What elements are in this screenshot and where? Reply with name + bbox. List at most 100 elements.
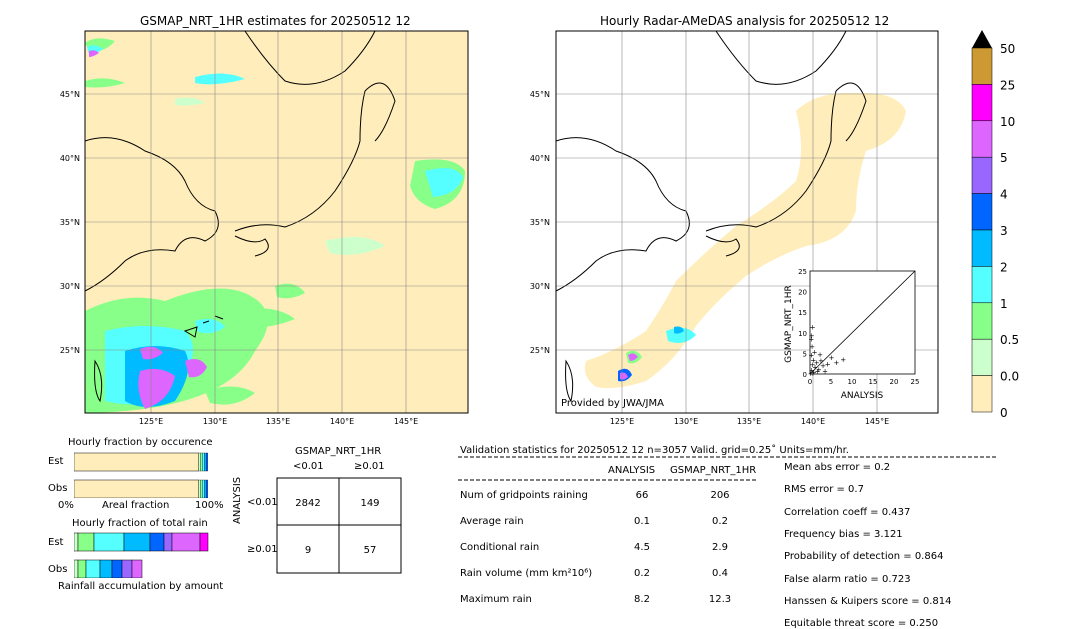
one-to-one-line (809, 270, 916, 375)
fraction-total-row-label: Est (48, 537, 64, 548)
right-rain-patch (666, 327, 696, 343)
right-lat-label: 25°N (530, 346, 550, 355)
colorbar-segment (971, 302, 993, 340)
occurrence-bar-no-rain (74, 479, 199, 498)
scatter-point: + (810, 370, 816, 378)
occurrence-bar-segment (205, 452, 208, 472)
left-lat-label: 25°N (60, 346, 80, 355)
analysis-domain (584, 92, 906, 389)
left-lat-label: 45°N (60, 90, 80, 99)
scatter-xtick: 15 (869, 378, 878, 386)
left-lat-label: 30°N (60, 282, 80, 291)
validation-row-label: Maximum rain (460, 594, 532, 605)
scatter-point: + (840, 356, 846, 364)
scatter-point: + (816, 366, 822, 374)
validation-score: False alarm ratio = 0.723 (784, 573, 911, 585)
contingency-row-label: ≥0.01 (247, 544, 278, 555)
scatter-point: + (808, 336, 814, 344)
fraction-total-bars (74, 532, 209, 578)
inset-scatter: +++++++++++++++++ +++++++ 00 5 5 10 10 15 15 20 2… (784, 268, 919, 401)
occurrence-bar-no-rain (74, 452, 199, 472)
validation-gsmap-value: 2.9 (712, 542, 728, 553)
fraction-total-title: Hourly fraction of total rain (72, 518, 208, 529)
scatter-ytick: 15 (798, 309, 807, 317)
occurrence-bar-segment (200, 452, 203, 472)
scatter-xtick: 20 (890, 378, 899, 386)
right-map-title: Hourly Radar-AMeDAS analysis for 2025051… (600, 14, 890, 28)
scatter-point: + (810, 357, 816, 365)
fraction-xlabel-left: 0% (58, 500, 74, 511)
scatter-point: + (812, 364, 818, 372)
scatter-point: + (817, 351, 823, 359)
colorbar-label: 5 (1000, 151, 1008, 165)
scatter-xlabel: ANALYSIS (841, 391, 884, 401)
colorbar-label: 3 (1000, 224, 1008, 238)
right-lat-label: 30°N (530, 282, 550, 291)
occurrence-bar-segment (202, 452, 205, 472)
colorbar-label: 10 (1000, 115, 1015, 129)
left-map: 45°N 40°N 35°N 30°N 25°N 125°E 130°E 135… (60, 30, 469, 426)
colorbar-label: 4 (1000, 188, 1008, 202)
scatter-point: + (820, 362, 826, 370)
validation-row-label: Average rain (460, 516, 524, 527)
validation-analysis-value: 4.5 (634, 542, 650, 553)
colorbar-label: 0.5 (1000, 333, 1019, 347)
contingency-row-label: <0.01 (247, 497, 278, 508)
scatter-point: + (818, 357, 824, 365)
scatter-point: + (811, 369, 817, 377)
fraction-total-xlabel: Rainfall accumulation by amount (58, 581, 224, 592)
validation-analysis-value: 0.1 (634, 516, 650, 527)
right-rain-patch (674, 326, 684, 334)
colorbar-segment (971, 193, 993, 231)
scatter-ytick: 20 (798, 289, 807, 297)
fraction-xlabel-right: 100% (195, 500, 224, 511)
validation-score: Mean abs error = 0.2 (784, 462, 891, 473)
contingency-table: 2842 149 9 57 (276, 477, 402, 574)
scatter-point: + (808, 370, 814, 378)
fraction-total-row-label: Obs (48, 564, 68, 575)
validation-score: Probability of detection = 0.864 (784, 551, 944, 563)
contingency-col-label: <0.01 (293, 461, 324, 472)
validation-col-analysis: ANALYSIS (608, 465, 656, 476)
left-lat-label: 40°N (60, 154, 80, 163)
scatter-ytick: 10 (798, 330, 807, 338)
left-rain-patch (89, 50, 99, 57)
scatter-ytick: 0 (803, 371, 807, 379)
colorbar-label: 25 (1000, 78, 1015, 92)
left-rain-patch (195, 73, 245, 85)
colorbar-segment (971, 338, 993, 376)
scatter-point: + (828, 354, 834, 362)
left-rain-patch (325, 237, 385, 255)
colorbar-label: 2 (1000, 260, 1008, 274)
scatter-point: + (814, 359, 820, 367)
contingency-row-title: ANALYSIS (232, 476, 243, 524)
left-rain-patch (175, 97, 205, 106)
occurrence-bar-segment (204, 479, 207, 498)
colorbar-segment (971, 84, 993, 122)
occurrence-bar-segment (205, 479, 208, 498)
validation-analysis-value: 8.2 (634, 594, 650, 605)
scatter-point: + (810, 361, 816, 369)
contingency-col-label: ≥0.01 (354, 461, 385, 472)
right-lon-label: 145°E (865, 417, 889, 426)
validation-analysis-value: 0.2 (634, 568, 650, 579)
scatter-point: + (809, 332, 815, 340)
occurrence-bar-segment (198, 452, 201, 472)
left-gridlines (85, 31, 468, 413)
occurrence-bar-segment (202, 479, 205, 498)
left-lon-label: 135°E (266, 417, 290, 426)
validation-gsmap-value: 12.3 (708, 594, 732, 605)
colorbar-label: 1 (1000, 297, 1008, 311)
validation-gsmap-value: 206 (710, 490, 730, 501)
contingency-cell: 149 (360, 498, 379, 509)
colorbar-segment (971, 375, 993, 413)
scatter-ylabel: GSMAP_NRT_1HR (784, 285, 794, 363)
fraction-occurrence-bars (74, 452, 208, 498)
contingency-cell: 57 (364, 545, 377, 556)
colorbar-segment (971, 229, 993, 267)
occurrence-bar-segment (198, 479, 201, 498)
scatter-point: + (809, 343, 815, 351)
scatter-points: +++++++++++++++++ +++++++ (808, 324, 846, 379)
contingency-col-title: GSMAP_NRT_1HR (295, 446, 382, 457)
fraction-xlabel-mid: Areal fraction (102, 500, 170, 511)
